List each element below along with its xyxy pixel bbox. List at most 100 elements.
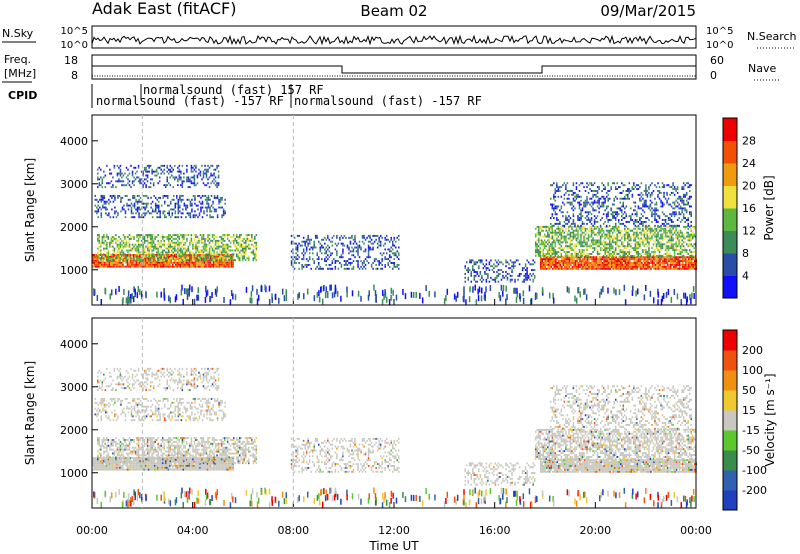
power-cell [658,241,661,244]
power-cell [676,239,679,242]
power-cell [654,249,656,252]
power-cell [238,237,241,240]
power-cell [328,250,331,253]
power-cell [180,241,182,244]
power-cell [185,254,188,256]
power-cell [690,267,693,270]
power-cell [210,174,212,177]
power-cell [147,265,150,268]
power-cell [184,257,187,260]
power-cell [577,237,579,240]
power-cell [619,254,622,257]
power-cell [558,263,560,266]
power-cell [157,257,159,260]
power-cell [179,261,182,264]
power-cell [215,254,218,256]
power-cell [183,255,185,258]
power-cell [629,263,631,266]
power-cell [95,265,97,268]
power-cell [581,233,584,236]
power-cell [238,243,241,246]
power-cell [543,241,546,244]
power-cell [151,234,153,237]
power-cell [171,214,174,217]
power-cell [369,256,371,259]
power-cell [255,247,258,250]
power-cell [568,267,571,270]
power-cell [391,248,394,251]
power-cell [215,210,217,213]
power-cell [207,164,209,167]
power-cell [604,265,607,268]
power-cell [217,259,219,262]
power-cell [122,251,125,254]
power-cell [553,203,555,206]
power-cell [607,182,609,185]
power-cell [660,265,663,268]
power-cell [166,243,169,246]
power-cell [539,249,541,252]
power-cell [116,239,119,242]
power-cell [556,184,558,187]
power-cell [566,182,569,185]
power-cell [687,243,689,246]
power-cell [194,216,196,219]
power-cell [673,249,676,252]
power-cell [110,254,112,256]
power-cell [602,201,605,204]
power-cell [638,260,640,263]
power-cell [625,233,628,236]
cpid-segment-2: normalsound (fast) 157 RF [143,83,324,97]
power-cell [357,265,359,268]
power-cell [177,241,179,244]
power-cell [555,267,557,270]
power-cell [584,239,587,242]
power-cell [199,234,202,237]
beam-title: Beam 02 [360,2,427,20]
power-cell [568,227,570,230]
power-cell [607,205,609,208]
power-cell [468,269,471,272]
power-cell [496,265,498,268]
power-cell [363,262,365,264]
power-cell [216,214,219,217]
power-cell [137,263,139,266]
power-cell [379,234,382,237]
power-cell [554,241,557,244]
power-cell [218,263,221,266]
power-cell [646,235,649,238]
power-cell [343,263,346,266]
power-cell [596,225,599,228]
power-cell [234,249,236,252]
power-cell [580,256,583,259]
power-cell [624,267,627,270]
power-cell [112,239,114,242]
power-cell [143,247,146,250]
power-cell [681,258,684,261]
power-cell [594,265,596,268]
power-cell [384,242,386,245]
power-cell [129,265,132,268]
power-cell [229,249,232,252]
power-cell [103,247,105,250]
power-cell [214,241,217,244]
power-cell [375,238,377,241]
power-cell [589,252,591,255]
power-cell [237,236,239,238]
power-cell [639,262,642,264]
power-cell [150,206,152,209]
power-cell [217,243,220,246]
power-cell [198,255,200,258]
power-cell [551,184,554,187]
power-cell [255,253,258,256]
power-cell [202,254,204,256]
power-cell [577,265,580,268]
power-cell [161,170,164,173]
power-cell [678,267,681,270]
nsearch-tick-top: 10^5 [706,26,733,37]
power-cell [614,188,617,191]
power-cell [542,267,545,270]
power-cell [587,201,590,204]
power-cell [161,255,164,258]
power-cell [210,182,212,185]
